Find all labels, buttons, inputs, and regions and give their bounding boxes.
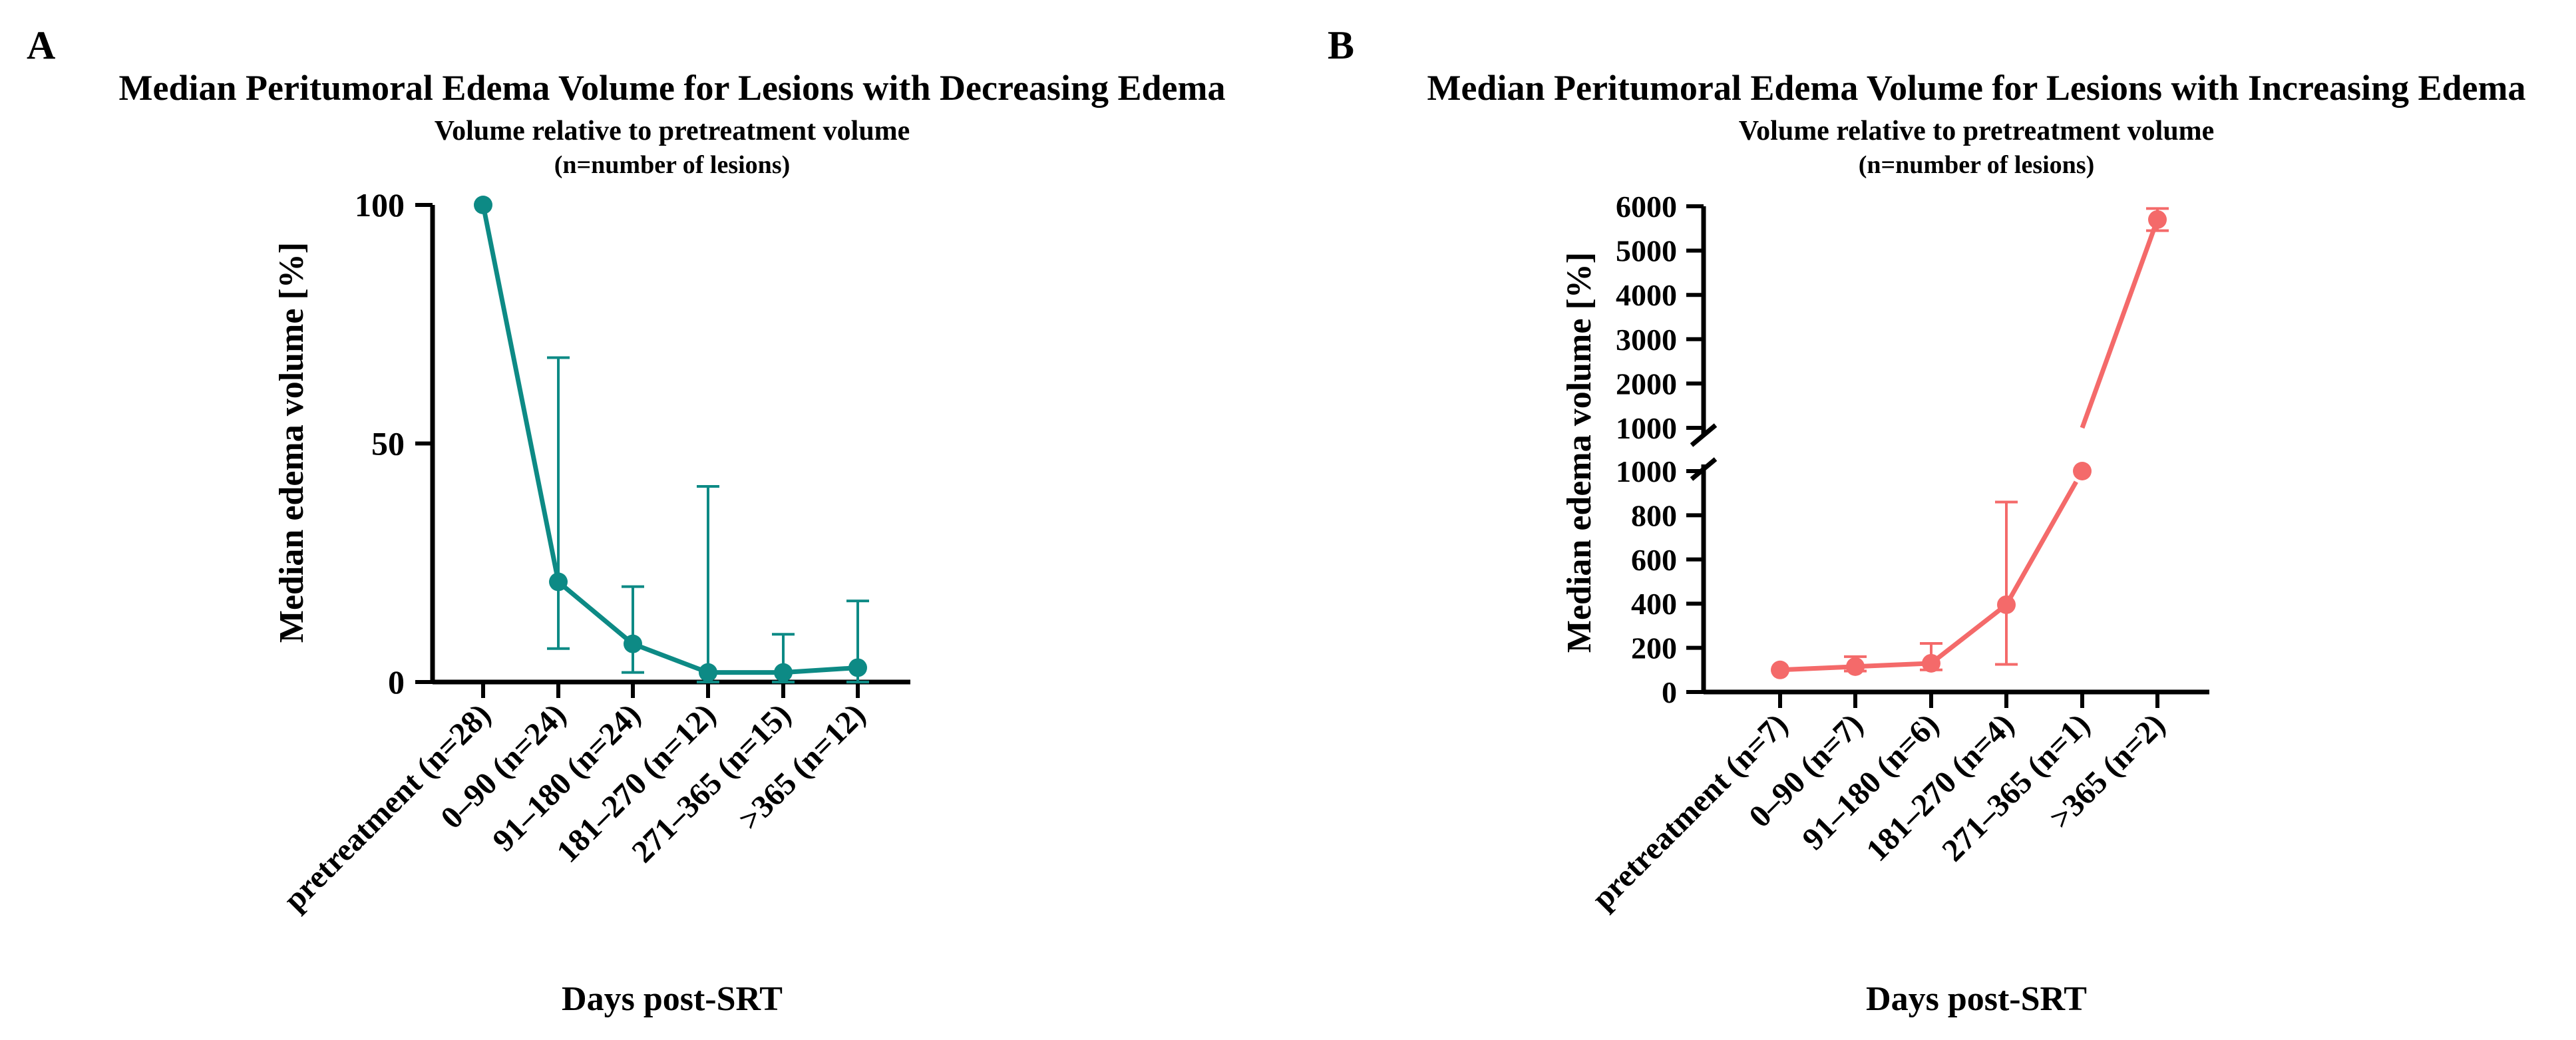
panel-b-data-point-0 — [1771, 660, 1789, 679]
panel-b-y-tick-label-lower-5: 1000 — [1616, 454, 1677, 488]
panel-b-y-tick-label-upper-4: 5000 — [1616, 234, 1677, 268]
panel-b-letter: B — [1328, 23, 1354, 67]
panel-b-data-point-1 — [1846, 657, 1865, 676]
panel-b-y-tick-label-lower-3: 600 — [1631, 543, 1677, 577]
panel-a-data-point-5 — [848, 658, 867, 677]
panel-b-data-point-2 — [1922, 653, 1940, 673]
panel-a-subtitle: Volume relative to pretreatment volume — [435, 116, 910, 146]
panel-b-ylabel: Median edema volume [%] — [1561, 252, 1598, 653]
panel-a-y-tick-label-0: 0 — [388, 663, 405, 701]
panel-b-subtitle: Volume relative to pretreatment volume — [1739, 116, 2215, 146]
panel-b-data-point-4 — [2073, 462, 2092, 480]
panel-b-data-point-5 — [2148, 210, 2167, 229]
panel-a-data-point-4 — [774, 663, 793, 682]
panel-b-note: (n=number of lesions) — [1859, 151, 2095, 179]
panel-b-y-tick-label-upper-5: 6000 — [1616, 190, 1677, 224]
panel-a-data-point-1 — [549, 572, 568, 592]
panel-b-y-tick-label-lower-0: 0 — [1662, 675, 1677, 709]
panel-b-axis-break-upper — [1690, 423, 1718, 447]
panel-b-y-tick-label-lower-4: 800 — [1631, 498, 1677, 532]
panel-b-y-tick-label-lower-1: 200 — [1631, 631, 1677, 665]
panel-a-title: Median Peritumoral Edema Volume for Lesi… — [119, 68, 1226, 108]
panel-b-y-tick-label-upper-2: 3000 — [1616, 323, 1677, 357]
panel-a-note: (n=number of lesions) — [554, 151, 791, 179]
panel-a-xlabel: Days post-SRT — [562, 980, 783, 1018]
panel-b-xlabel: Days post-SRT — [1866, 980, 2087, 1018]
panel-a-data-point-0 — [474, 196, 492, 214]
panel-b-plot: 0 200 400 600 800 1000 1000 2000 3000 4000 5000 600… — [1585, 190, 2209, 916]
panel-b-series-line-upper — [2080, 218, 2160, 429]
panel-b-y-tick-label-upper-1: 2000 — [1616, 367, 1677, 401]
panel-a-y-tick-label-1: 50 — [371, 425, 405, 462]
panel-b-title: Median Peritumoral Edema Volume for Lesi… — [1427, 68, 2525, 108]
panel-b-y-tick-label-upper-3: 4000 — [1616, 278, 1677, 312]
panel-a-data-point-2 — [624, 634, 642, 653]
panel-b-y-tick-label-lower-2: 400 — [1631, 587, 1677, 621]
panel-a-data-point-3 — [699, 663, 717, 682]
panel-b-y-tick-label-upper-0: 1000 — [1616, 411, 1677, 445]
panel-a-letter: A — [27, 23, 55, 67]
panel-a-ylabel: Median edema volume [%] — [273, 242, 311, 643]
panel-b-series-line-lower — [1779, 480, 2078, 673]
panel-a-series-line — [480, 204, 858, 675]
panel-b-data-point-3 — [1997, 595, 2016, 614]
panel-a-y-tick-label-2: 100 — [355, 186, 405, 224]
